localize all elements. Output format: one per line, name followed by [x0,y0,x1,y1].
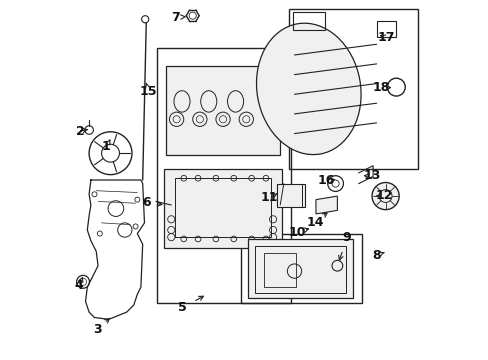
Bar [376,21,395,37]
Text: 14: 14 [306,216,324,229]
Text: 3: 3 [93,323,102,336]
Text: 18: 18 [371,81,389,94]
Text: 9: 9 [342,231,350,244]
Text: 7: 7 [171,11,180,24]
Text: 2: 2 [76,125,84,138]
Text: 5: 5 [177,301,186,314]
Text: 15: 15 [140,85,157,98]
Bar [247,239,353,298]
Bar [288,9,417,169]
Text: 10: 10 [287,226,305,239]
Bar [292,12,324,30]
Text: 17: 17 [377,31,395,44]
Bar [157,48,290,303]
Bar [165,66,280,155]
Polygon shape [315,196,337,214]
Text: 8: 8 [371,248,380,261]
Ellipse shape [256,23,360,154]
Text: 12: 12 [374,189,392,202]
Text: 4: 4 [75,279,83,292]
Text: 13: 13 [363,169,380,182]
Bar [241,234,362,303]
Text: 16: 16 [317,174,334,187]
Bar [276,184,305,207]
Bar [255,246,346,293]
Bar [175,178,271,237]
Text: 1: 1 [102,140,110,153]
Text: 6: 6 [142,196,151,209]
Circle shape [371,183,398,210]
Text: 11: 11 [260,191,278,204]
Bar [264,253,296,287]
Bar [164,169,282,248]
